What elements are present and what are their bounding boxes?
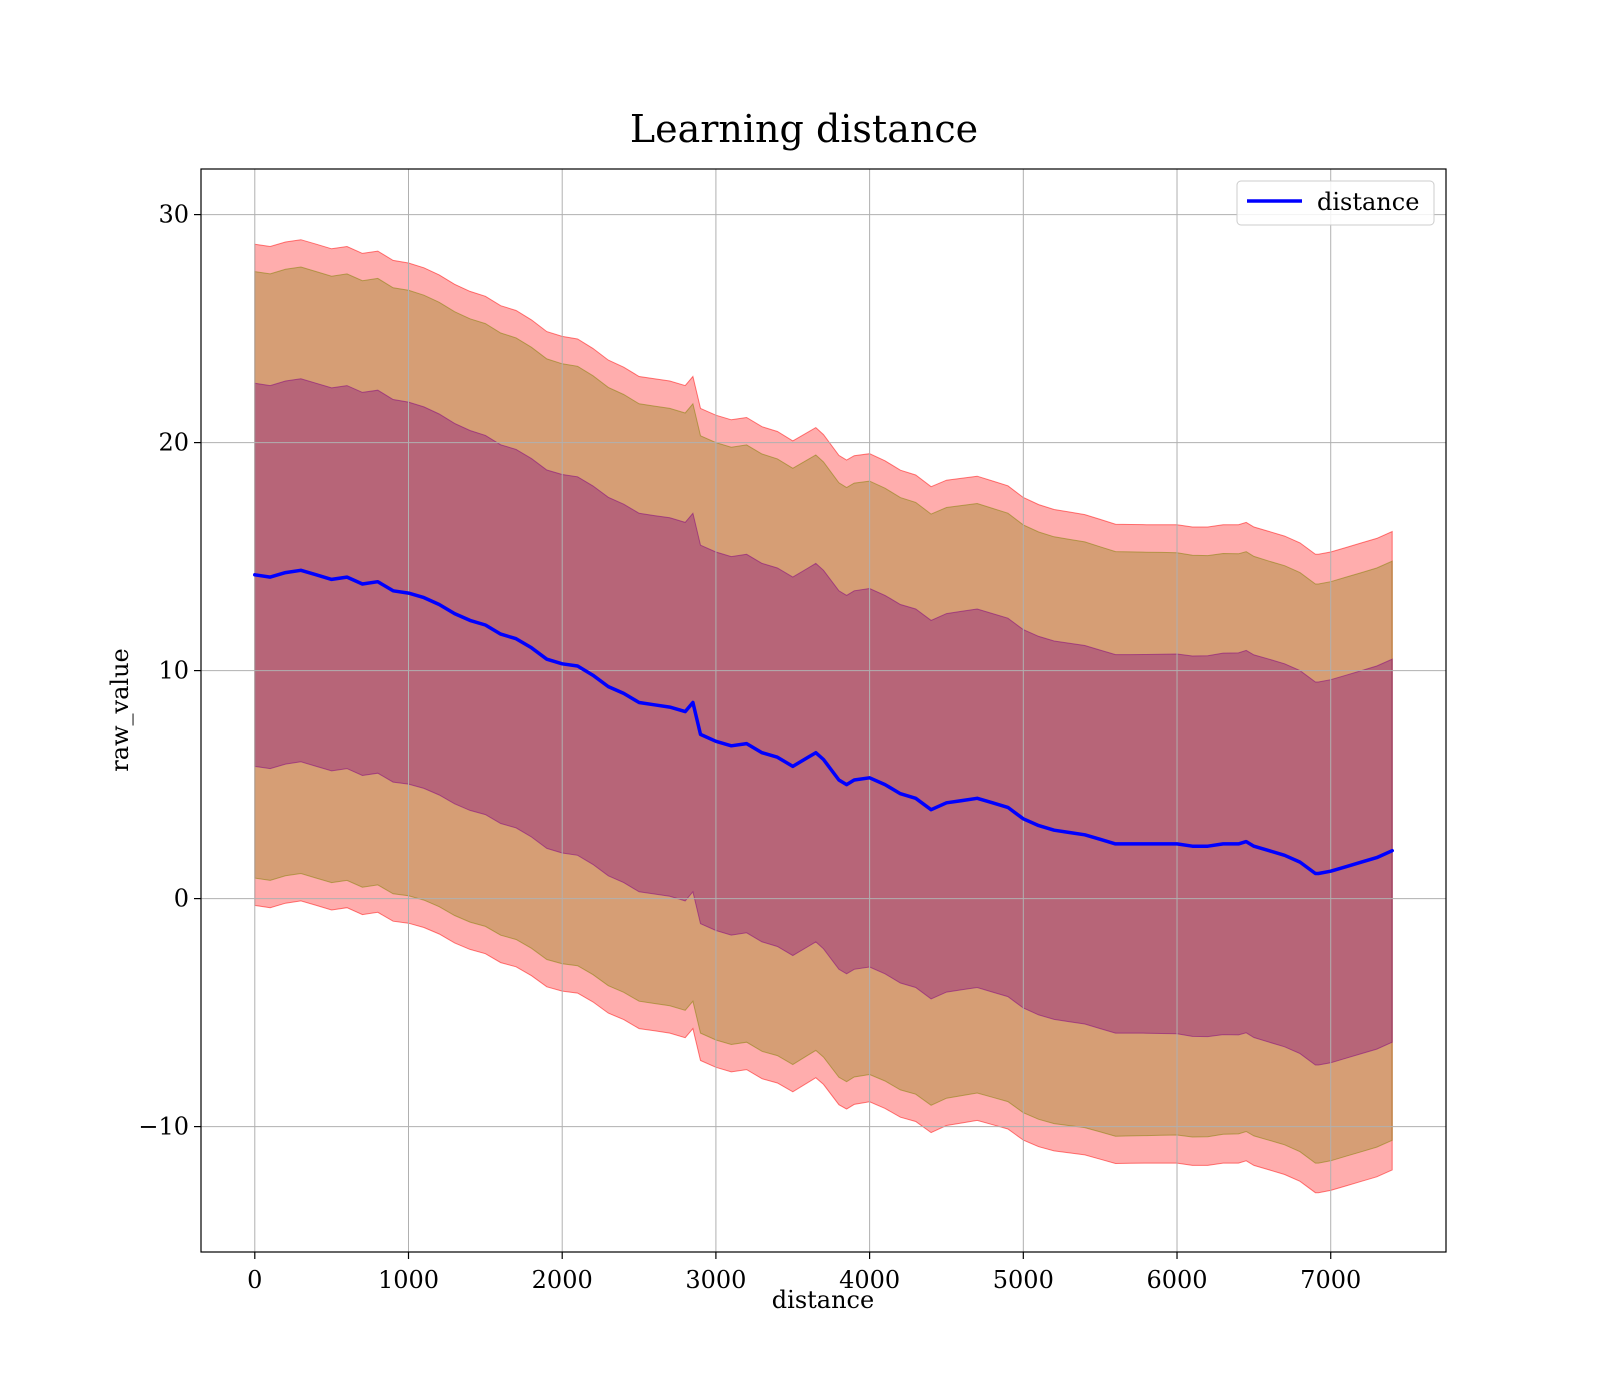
series-line-distance (253, 568, 1394, 876)
x-tick-label: 5000 (993, 1266, 1054, 1294)
x-tick-label: 4000 (839, 1266, 900, 1294)
y-axis-label: raw_value (106, 648, 134, 772)
chart-title: Learning distance (630, 107, 978, 151)
legend: distance (1236, 180, 1435, 226)
y-tick-label: −10 (138, 1113, 189, 1141)
x-axis-label: distance (772, 1286, 874, 1314)
x-tick-label: 2000 (532, 1266, 593, 1294)
y-tick-label: 0 (174, 885, 189, 913)
y-axis-ticks: −10 0 10 20 30 (138, 201, 201, 1141)
series-lines (253, 568, 1394, 876)
x-axis-ticks: 0 1000 2000 3000 4000 5000 6000 7000 (247, 1252, 1361, 1294)
legend-label-distance: distance (1317, 188, 1419, 216)
axes-frame (200, 168, 1447, 1253)
y-tick-label: 10 (158, 657, 189, 685)
x-tick-label: 0 (247, 1266, 262, 1294)
band-inner (254, 378, 1393, 1066)
x-tick-label: 7000 (1300, 1266, 1361, 1294)
band-middle (254, 266, 1393, 1164)
x-tick-label: 1000 (378, 1266, 439, 1294)
x-tick-label: 6000 (1146, 1266, 1207, 1294)
grid-lines (201, 169, 1446, 1252)
y-tick-label: 30 (158, 201, 189, 229)
y-tick-label: 20 (158, 429, 189, 457)
confidence-bands (254, 239, 1393, 1194)
x-tick-label: 3000 (685, 1266, 746, 1294)
plot-area (200, 168, 1447, 1253)
legend-box (1236, 180, 1435, 226)
